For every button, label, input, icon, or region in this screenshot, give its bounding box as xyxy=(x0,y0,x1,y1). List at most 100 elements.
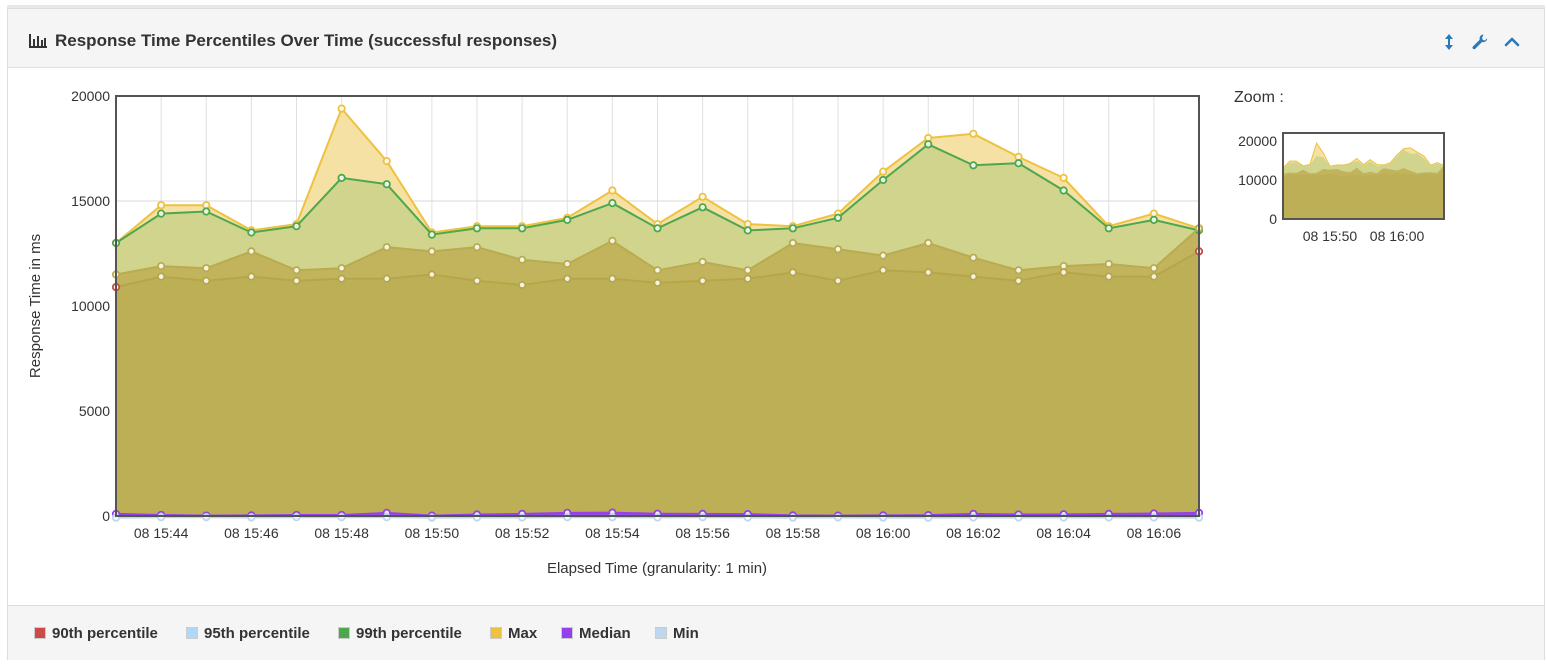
x-tick-label: 08 16:04 xyxy=(1036,525,1091,541)
data-point xyxy=(1149,264,1158,273)
data-point xyxy=(382,274,391,283)
response-time-chart[interactable]: 0 5000 10000 15000 20000 08 15:44 08 15:46 08 1… xyxy=(8,69,1218,599)
swatch-fill-2 xyxy=(339,628,349,638)
data-point xyxy=(608,199,617,208)
data-point xyxy=(608,236,617,245)
zoom-x-tick-label: 08 16:00 xyxy=(1370,228,1425,244)
x-tick-label: 08 16:06 xyxy=(1127,525,1182,541)
data-point xyxy=(1104,259,1113,269)
data-point xyxy=(472,276,482,285)
resize-vertical-icon[interactable] xyxy=(1440,33,1458,51)
data-point xyxy=(969,253,978,262)
x-axis-title: Elapsed Time (granularity: 1 min) xyxy=(547,560,767,577)
y-tick-label: 10000 xyxy=(71,298,110,314)
data-point xyxy=(472,243,482,252)
data-point xyxy=(202,264,211,273)
data-point xyxy=(472,224,482,233)
zoom-x-tick-label: 08 15:50 xyxy=(1303,228,1358,244)
data-point xyxy=(202,207,211,216)
legend-swatch xyxy=(561,627,573,639)
legend-swatch xyxy=(655,627,667,639)
legend-label: Min xyxy=(673,624,699,642)
zoom-overview-chart[interactable]: 20000 10000 0 08 15:50 08 16:00 xyxy=(1228,127,1468,257)
data-point xyxy=(698,257,707,266)
data-point xyxy=(518,280,527,290)
data-point xyxy=(653,278,662,287)
zoom-label: Zoom : xyxy=(1234,89,1284,106)
data-point xyxy=(653,224,662,233)
response-time-percentiles-panel: Response Time Percentiles Over Time (suc… xyxy=(7,8,1545,660)
x-tick-label: 08 16:02 xyxy=(946,525,1001,541)
y-tick-label: 20000 xyxy=(71,88,110,104)
chart-legend: 90th percentile 95th percentile 99th per… xyxy=(8,605,1544,660)
x-tick-label: 08 15:56 xyxy=(675,525,730,541)
legend-item-min[interactable]: Min xyxy=(655,623,699,643)
data-point xyxy=(202,276,211,285)
x-tick-label: 08 15:48 xyxy=(314,525,369,541)
legend-item-max[interactable]: Max xyxy=(490,623,537,643)
data-point xyxy=(879,266,888,275)
x-tick-label: 08 15:50 xyxy=(405,525,460,541)
data-point xyxy=(1014,159,1023,168)
plot-border xyxy=(115,95,1200,517)
zoom-y-tick-label: 20000 xyxy=(1238,133,1277,149)
data-point xyxy=(518,224,527,233)
data-point xyxy=(247,247,256,256)
data-point xyxy=(743,274,752,283)
legend-item-95th-percentile[interactable]: 95th percentile xyxy=(186,623,310,643)
zoom-plot-border xyxy=(1282,132,1445,220)
legend-label: Median xyxy=(579,624,631,642)
legend-item-median[interactable]: Median xyxy=(561,623,631,643)
data-point xyxy=(1104,272,1113,281)
y-tick-label: 5000 xyxy=(79,403,110,419)
x-tick-label: 08 15:46 xyxy=(224,525,279,541)
x-tick-label: 08 15:52 xyxy=(495,525,550,541)
data-point xyxy=(833,213,843,222)
data-point xyxy=(879,175,888,185)
data-point xyxy=(833,276,843,285)
x-tick-label: 08 15:54 xyxy=(585,525,640,541)
data-point xyxy=(788,224,797,233)
data-point xyxy=(969,129,978,138)
data-point xyxy=(788,268,797,277)
legend-item-90th-percentile[interactable]: 90th percentile xyxy=(34,623,158,643)
panel-top-border xyxy=(7,5,1545,8)
data-point xyxy=(1149,272,1158,281)
data-point xyxy=(1149,215,1158,224)
data-point xyxy=(337,173,346,183)
zoom-y-tick-label: 0 xyxy=(1269,211,1277,227)
swatch-fill-0 xyxy=(35,628,45,638)
legend-swatch xyxy=(338,627,350,639)
data-point xyxy=(788,238,797,248)
zoom-y-tick-label: 10000 xyxy=(1238,172,1277,188)
data-point xyxy=(337,104,346,113)
data-point xyxy=(292,276,301,285)
x-tick-label: 08 16:00 xyxy=(856,525,911,541)
data-point xyxy=(1014,266,1023,275)
chevron-up-icon[interactable] xyxy=(1503,33,1521,51)
y-axis-title: Response Time in ms xyxy=(27,234,44,378)
legend-label: 95th percentile xyxy=(204,624,310,642)
bar-chart-icon xyxy=(29,34,47,48)
wrench-icon[interactable] xyxy=(1471,33,1489,51)
data-point xyxy=(247,228,256,237)
legend-item-99th-percentile[interactable]: 99th percentile xyxy=(338,623,462,643)
data-point xyxy=(292,266,301,275)
data-point xyxy=(924,140,933,149)
data-point xyxy=(382,180,391,189)
swatch-fill-3 xyxy=(491,628,501,638)
data-point xyxy=(969,272,978,281)
data-point xyxy=(833,245,843,254)
zoom-area xyxy=(1283,169,1444,219)
x-tick-label: 08 15:58 xyxy=(766,525,821,541)
data-point xyxy=(608,186,617,195)
legend-label: Max xyxy=(508,624,538,642)
swatch-fill-4 xyxy=(562,628,572,638)
panel-title: Response Time Percentiles Over Time (suc… xyxy=(55,31,558,50)
data-point xyxy=(157,272,166,281)
y-tick-label: 15000 xyxy=(71,193,110,209)
legend-label: 90th percentile xyxy=(52,624,158,642)
data-point xyxy=(157,209,166,218)
legend-label: 99th percentile xyxy=(356,624,462,642)
data-point xyxy=(879,251,888,260)
